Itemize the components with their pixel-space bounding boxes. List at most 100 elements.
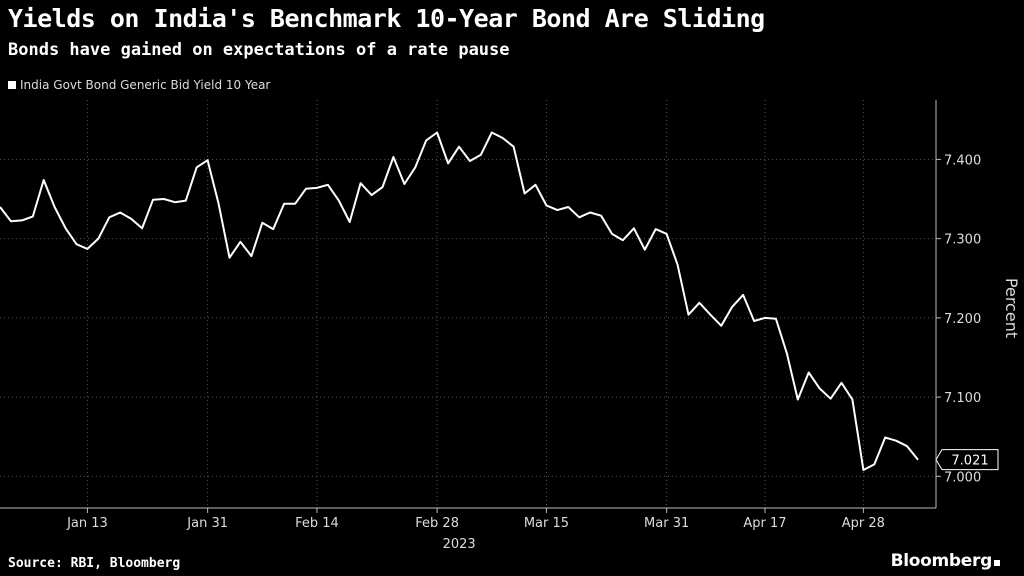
data-point — [218, 203, 220, 205]
x-tick-label: Apr 17 — [743, 516, 786, 531]
data-point — [272, 228, 274, 230]
data-point — [797, 398, 799, 400]
data-point — [841, 382, 843, 384]
data-point — [360, 182, 362, 184]
data-point — [720, 325, 722, 327]
data-point — [611, 233, 613, 235]
y-axis-title: Percent — [1002, 278, 1021, 338]
data-point — [403, 183, 405, 185]
brand-name: Bloomberg — [890, 551, 993, 571]
data-point — [753, 320, 755, 322]
data-point — [895, 440, 897, 442]
data-point — [786, 353, 788, 355]
data-point — [742, 294, 744, 296]
axes — [0, 100, 941, 513]
data-point — [567, 206, 569, 208]
tick-labels: 7.000 7.100 7.200 7.300 7.400 Jan 13 Jan 31 Feb… — [66, 153, 1021, 552]
brand-mark-icon — [994, 560, 1000, 566]
grid-lines — [0, 100, 936, 508]
chart-subtitle: Bonds have gained on expectations of a r… — [8, 40, 510, 60]
data-point — [54, 206, 56, 208]
data-point — [65, 227, 67, 229]
data-point — [338, 200, 340, 202]
legend-swatch — [8, 81, 16, 89]
data-point — [709, 314, 711, 316]
data-point — [261, 222, 263, 224]
x-tick-label: Feb 28 — [415, 516, 459, 531]
x-tick-label: Mar 31 — [644, 516, 689, 531]
data-point — [174, 201, 176, 203]
data-point — [775, 318, 777, 320]
data-point — [535, 184, 537, 186]
data-point — [97, 238, 99, 240]
data-point — [229, 257, 231, 259]
data-point — [513, 146, 515, 148]
x-tick-label: Jan 31 — [186, 516, 228, 531]
chart-title: Yields on India's Benchmark 10-Year Bond… — [8, 4, 765, 33]
y-tick-label: 7.000 — [944, 470, 981, 485]
data-point — [851, 398, 853, 400]
y-tick-label: 7.100 — [944, 391, 981, 406]
data-point — [884, 436, 886, 438]
data-point — [873, 463, 875, 465]
data-point — [906, 445, 908, 447]
data-point — [185, 200, 187, 202]
data-point — [469, 160, 471, 162]
data-point — [819, 387, 821, 389]
data-point — [622, 239, 624, 241]
data-point — [305, 188, 307, 190]
data-point — [349, 221, 351, 223]
data-point — [76, 243, 78, 245]
last-value-callout — [935, 449, 999, 471]
x-axis-year-label: 2023 — [443, 537, 476, 552]
data-point — [578, 216, 580, 218]
data-point — [688, 314, 690, 316]
data-point — [677, 264, 679, 266]
brand-logo: Bloomberg — [891, 551, 1000, 571]
data-point — [808, 372, 810, 374]
data-point — [10, 220, 12, 222]
yield-series-line — [0, 131, 919, 471]
data-point — [414, 166, 416, 168]
data-point — [862, 469, 864, 471]
data-point — [524, 192, 526, 194]
data-point — [108, 216, 110, 218]
data-point — [633, 227, 635, 229]
data-point — [371, 194, 373, 196]
chart-legend: India Govt Bond Generic Bid Yield 10 Yea… — [8, 78, 270, 92]
data-point — [207, 159, 209, 161]
y-tick-label: 7.200 — [944, 312, 981, 327]
data-point — [141, 227, 143, 229]
x-tick-label: Jan 13 — [66, 516, 108, 531]
x-tick-label: Mar 15 — [524, 516, 569, 531]
data-point — [250, 255, 252, 257]
y-tick-label: 7.300 — [944, 233, 981, 248]
data-point — [458, 146, 460, 148]
data-point — [119, 211, 121, 213]
data-point — [163, 198, 165, 200]
data-point — [545, 204, 547, 206]
data-point — [655, 228, 657, 230]
data-point — [447, 162, 449, 164]
series-layer — [0, 131, 919, 471]
data-point — [600, 215, 602, 217]
data-point — [830, 398, 832, 400]
data-point — [32, 215, 34, 217]
data-point — [556, 209, 558, 211]
data-point — [491, 131, 493, 133]
data-point — [666, 233, 668, 235]
data-point — [917, 459, 919, 461]
data-point — [43, 179, 45, 181]
data-point — [152, 199, 154, 201]
data-point — [731, 306, 733, 308]
data-point — [327, 184, 329, 186]
data-point — [644, 249, 646, 251]
data-point — [436, 131, 438, 133]
data-point — [294, 203, 296, 205]
data-point — [589, 211, 591, 213]
data-point — [392, 156, 394, 158]
y-tick-label: 7.400 — [944, 153, 981, 168]
data-point — [316, 187, 318, 189]
